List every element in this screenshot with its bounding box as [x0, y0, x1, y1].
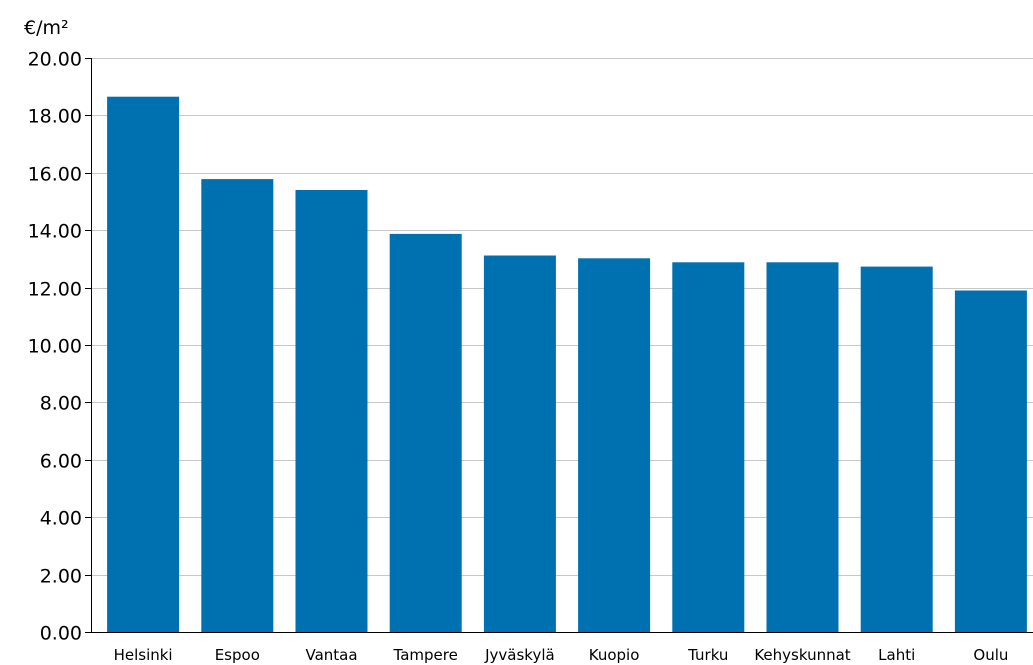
bar-lahti: [860, 266, 933, 632]
bars: [107, 96, 1027, 632]
y-tick-label: 12.00: [28, 279, 82, 301]
bar-kuopio: [578, 258, 651, 632]
bar-kehyskunnat: [766, 262, 839, 632]
y-tick-label: 4.00: [40, 508, 82, 530]
y-tick-labels: 0.00 2.00 4.00 6.00 8.00 10.00 12.00 14.00 16.00…: [28, 49, 82, 645]
x-category-label: Lahti: [878, 646, 915, 664]
bar-helsinki: [107, 96, 180, 632]
x-category-label: Kehyskunnat: [754, 646, 850, 664]
x-category-labels: Helsinki Espoo Vantaa Tampere Jyväskylä Kuopi…: [114, 646, 1009, 664]
x-category-label: Helsinki: [114, 646, 173, 664]
x-category-label: Tampere: [393, 646, 458, 664]
y-tick-label: 14.00: [28, 221, 82, 243]
y-tick-label: 18.00: [28, 106, 82, 128]
y-tick-label: 0.00: [40, 623, 82, 645]
x-category-label: Oulu: [973, 646, 1008, 664]
bar-oulu: [954, 290, 1027, 632]
x-category-label: Vantaa: [305, 646, 357, 664]
y-tick-label: 8.00: [40, 393, 82, 415]
bar-tampere: [389, 233, 462, 632]
y-tick-label: 16.00: [28, 164, 82, 186]
bar-jyv-skyl-: [483, 255, 556, 632]
bar-vantaa: [295, 190, 368, 632]
axes: [85, 58, 1033, 633]
y-tick-label: 20.00: [28, 49, 82, 71]
x-category-label: Jyväskylä: [484, 646, 555, 664]
y-axis-unit-label: €/m²: [24, 17, 69, 39]
x-category-label: Espoo: [215, 646, 260, 664]
bar-turku: [672, 262, 745, 632]
x-category-label: Turku: [687, 646, 728, 664]
y-tick-label: 10.00: [28, 336, 82, 358]
bar-espoo: [201, 179, 274, 632]
y-tick-label: 6.00: [40, 451, 82, 473]
y-tick-label: 2.00: [40, 566, 82, 588]
x-category-label: Kuopio: [589, 646, 640, 664]
